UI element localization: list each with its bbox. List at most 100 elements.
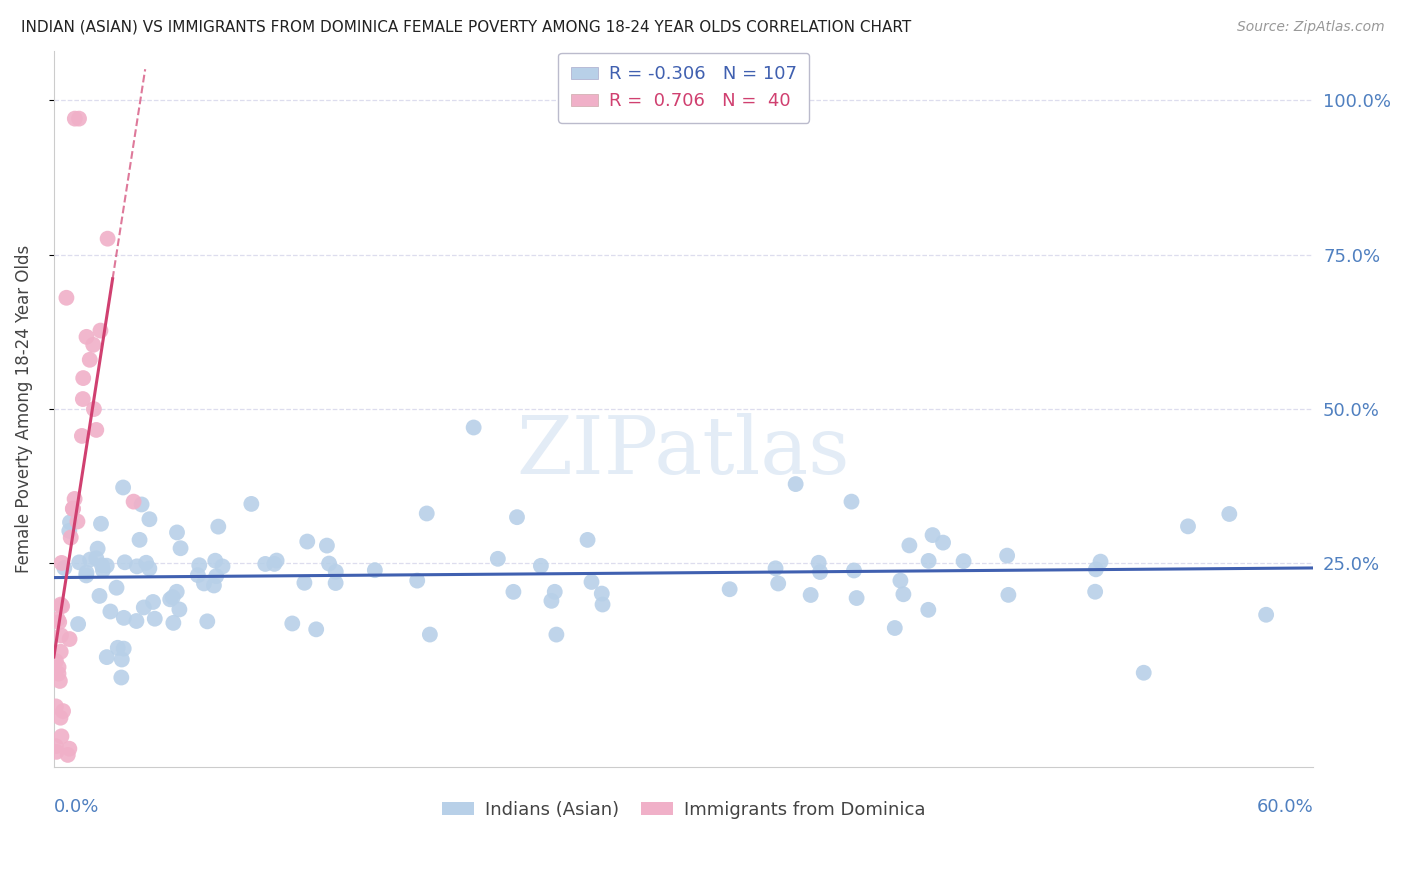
Point — [67, 617, 90, 632]
Point — [193, 576, 215, 591]
Point — [169, 541, 191, 556]
Point — [58, 632, 80, 646]
Point — [808, 565, 831, 579]
Point — [100, 605, 122, 619]
Text: Source: ZipAtlas.com: Source: ZipAtlas.com — [1237, 20, 1385, 34]
Point — [49, 598, 72, 612]
Point — [51, 730, 73, 744]
Point — [107, 640, 129, 655]
Point — [132, 600, 155, 615]
Point — [166, 525, 188, 540]
Point — [205, 569, 228, 583]
Point — [89, 589, 111, 603]
Point — [75, 566, 97, 580]
Point — [766, 576, 789, 591]
Point — [63, 491, 86, 506]
Point — [486, 551, 509, 566]
Point — [45, 699, 67, 714]
Point — [48, 660, 70, 674]
Point — [90, 516, 112, 531]
Point — [84, 551, 107, 566]
Point — [45, 739, 67, 754]
Point — [45, 654, 67, 668]
Y-axis label: Female Poverty Among 18-24 Year Olds: Female Poverty Among 18-24 Year Olds — [15, 244, 32, 573]
Point — [46, 612, 69, 626]
Point — [131, 498, 153, 512]
Point — [55, 291, 77, 305]
Point — [502, 585, 524, 599]
Text: 60.0%: 60.0% — [1257, 797, 1313, 816]
Point — [122, 494, 145, 508]
Point — [419, 627, 441, 641]
Point — [72, 392, 94, 406]
Point — [591, 586, 613, 600]
Point — [91, 563, 114, 577]
Point — [785, 477, 807, 491]
Point — [1090, 555, 1112, 569]
Point — [112, 481, 135, 495]
Point — [207, 519, 229, 533]
Point — [807, 556, 830, 570]
Point — [49, 599, 72, 613]
Point — [70, 429, 93, 443]
Point — [765, 561, 787, 575]
Point — [1084, 584, 1107, 599]
Point — [263, 557, 285, 571]
Point — [89, 324, 111, 338]
Point — [592, 598, 614, 612]
Point — [63, 112, 86, 126]
Point — [893, 587, 915, 601]
Point — [281, 616, 304, 631]
Point — [898, 538, 921, 552]
Point — [49, 711, 72, 725]
Point — [889, 574, 911, 588]
Point — [718, 582, 741, 597]
Point — [506, 510, 529, 524]
Point — [49, 673, 72, 688]
Point — [83, 402, 105, 417]
Point — [67, 112, 90, 126]
Point — [540, 594, 562, 608]
Point — [841, 494, 863, 508]
Point — [49, 628, 72, 642]
Point — [316, 539, 339, 553]
Text: ZIPatlas: ZIPatlas — [517, 413, 851, 491]
Point — [202, 578, 225, 592]
Point — [79, 352, 101, 367]
Point — [995, 549, 1018, 563]
Point — [114, 555, 136, 569]
Point — [195, 615, 218, 629]
Point — [204, 554, 226, 568]
Point — [125, 559, 148, 574]
Point — [58, 741, 80, 756]
Point — [111, 652, 134, 666]
Point — [544, 584, 567, 599]
Point — [364, 563, 387, 577]
Point — [842, 564, 865, 578]
Point — [142, 595, 165, 609]
Point — [125, 614, 148, 628]
Point — [162, 615, 184, 630]
Point — [240, 497, 263, 511]
Point — [52, 704, 75, 718]
Point — [169, 602, 191, 616]
Point — [1084, 562, 1107, 576]
Text: 0.0%: 0.0% — [53, 797, 100, 816]
Point — [188, 558, 211, 573]
Point — [254, 557, 277, 571]
Point — [59, 516, 82, 530]
Point — [211, 559, 233, 574]
Point — [84, 423, 107, 437]
Point — [318, 557, 340, 571]
Point — [546, 627, 568, 641]
Point — [266, 553, 288, 567]
Point — [112, 641, 135, 656]
Point — [51, 599, 73, 614]
Point — [917, 603, 939, 617]
Point — [138, 512, 160, 526]
Point — [406, 574, 429, 588]
Point — [58, 524, 80, 538]
Point — [135, 556, 157, 570]
Point — [96, 558, 118, 573]
Point — [921, 528, 943, 542]
